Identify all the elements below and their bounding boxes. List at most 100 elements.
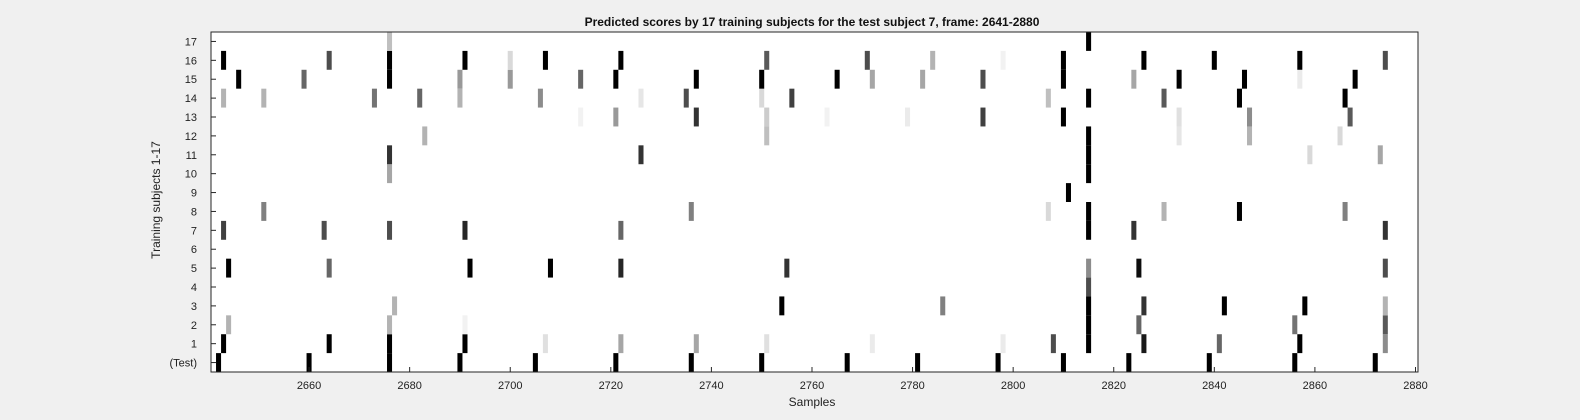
heatmap-cell <box>759 69 765 89</box>
heatmap-cell <box>1292 315 1298 335</box>
y-tick-label: 9 <box>191 188 197 200</box>
heatmap-cell <box>683 88 689 108</box>
heatmap-cell <box>1307 145 1313 165</box>
heatmap-cell <box>1060 50 1066 70</box>
heatmap-cell <box>542 334 548 354</box>
heatmap-cell <box>693 334 699 354</box>
y-tick-label: 11 <box>186 150 197 162</box>
heatmap-cell <box>226 315 232 335</box>
heatmap-cell <box>920 69 926 89</box>
heatmap-cell <box>618 258 624 278</box>
heatmap-cell <box>759 88 765 108</box>
y-tick-label: 8 <box>191 206 197 218</box>
y-tick-label: 10 <box>185 169 197 181</box>
heatmap-cell <box>1086 126 1092 146</box>
heatmap-cell <box>940 296 946 316</box>
heatmap-cell <box>387 334 393 354</box>
plot-border <box>210 31 1419 373</box>
x-axis-ticks: 2660 2680 2700 2720 2740 2760 2780 2800 2820 2840… <box>297 367 1428 392</box>
heatmap-cell <box>221 50 227 70</box>
heatmap-cell <box>1086 277 1092 297</box>
heatmap-cell <box>834 69 840 89</box>
y-tick-label: 17 <box>185 36 197 48</box>
heatmap-cell <box>1086 258 1092 278</box>
heatmap-cell <box>261 88 267 108</box>
heatmap-cell <box>980 107 986 127</box>
y-tick-label: 3 <box>191 301 197 313</box>
heatmap-cell <box>392 296 398 316</box>
heatmap-cell <box>1297 69 1303 89</box>
heatmap-cell <box>371 88 377 108</box>
heatmap-cell <box>764 334 770 354</box>
heatmap-cell <box>618 334 624 354</box>
heatmap-cells <box>216 32 1388 372</box>
heatmap-cell <box>1382 296 1388 316</box>
heatmap-cell <box>1337 126 1343 146</box>
heatmap-cell <box>784 258 790 278</box>
heatmap-cell <box>1247 107 1253 127</box>
heatmap-cell <box>387 145 393 165</box>
heatmap-cell <box>578 107 584 127</box>
x-tick-label: 2840 <box>1202 380 1226 392</box>
heatmap-cell <box>1176 126 1182 146</box>
heatmap-cell <box>915 353 921 372</box>
heatmap-cell <box>1221 296 1227 316</box>
heatmap-cell <box>764 126 770 146</box>
heatmap-cell <box>613 69 619 89</box>
x-tick-label: 2880 <box>1403 380 1427 392</box>
heatmap-cell <box>638 145 644 165</box>
heatmap-cell <box>1372 353 1378 372</box>
heatmap-cell <box>759 353 765 372</box>
heatmap-cell <box>1382 50 1388 70</box>
heatmap-cell <box>1136 315 1142 335</box>
heatmap-cell <box>236 69 242 89</box>
x-tick-label: 2820 <box>1101 380 1125 392</box>
heatmap-cell <box>930 50 936 70</box>
heatmap-cell <box>1236 88 1242 108</box>
heatmap-cell <box>261 202 267 221</box>
y-tick-label: 7 <box>191 225 197 237</box>
heatmap-cell <box>1216 334 1222 354</box>
heatmap-cell <box>1382 334 1388 354</box>
heatmap-cell <box>221 220 227 240</box>
heatmap-cell <box>1086 32 1092 51</box>
heatmap-cell <box>1352 69 1358 89</box>
x-tick-label: 2860 <box>1303 380 1327 392</box>
y-tick-label: 6 <box>191 244 197 256</box>
heatmap-cell <box>1176 107 1182 127</box>
heatmap-cell <box>693 107 699 127</box>
heatmap-cell <box>1136 258 1142 278</box>
heatmap-cell <box>457 353 463 372</box>
heatmap-cell <box>1297 50 1303 70</box>
heatmap-cell <box>387 353 393 372</box>
x-tick-label: 2760 <box>800 380 824 392</box>
y-tick-label: 4 <box>191 282 197 294</box>
heatmap-cell <box>547 258 553 278</box>
heatmap-cell <box>467 258 473 278</box>
y-tick-label: 5 <box>191 263 197 275</box>
heatmap-cell <box>764 50 770 70</box>
heatmap-cell <box>864 50 870 70</box>
heatmap-cell <box>1060 353 1066 372</box>
heatmap-cell <box>326 334 332 354</box>
heatmap-cell <box>905 107 911 127</box>
heatmap-cell <box>1131 69 1137 89</box>
heatmap-cell <box>1342 202 1348 221</box>
heatmap-cell <box>462 315 468 335</box>
heatmap-cell <box>1347 107 1353 127</box>
heatmap-cell <box>387 32 393 51</box>
heatmap-cell <box>1211 50 1217 70</box>
heatmap-cell <box>1382 220 1388 240</box>
heatmap-cell <box>1086 315 1092 335</box>
y-tick-label: 12 <box>185 131 197 143</box>
heatmap-cell <box>306 353 312 372</box>
heatmap-cell <box>1086 220 1092 240</box>
heatmap-cell <box>869 334 875 354</box>
heatmap-cell <box>1131 220 1137 240</box>
heatmap-cell <box>221 334 227 354</box>
heatmap-cell <box>789 88 795 108</box>
x-tick-label: 2780 <box>900 380 924 392</box>
heatmap-cell <box>216 353 222 372</box>
